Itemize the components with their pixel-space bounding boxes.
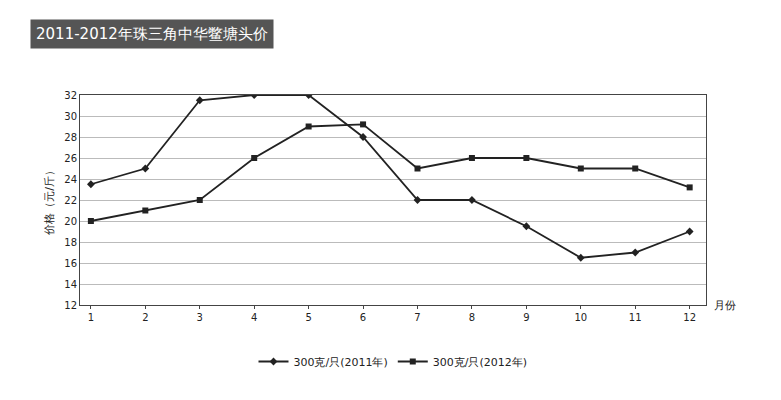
svg-text:26: 26 — [64, 153, 77, 164]
svg-text:12: 12 — [683, 312, 696, 323]
svg-text:16: 16 — [64, 258, 77, 269]
svg-text:11: 11 — [629, 312, 642, 323]
svg-text:8: 8 — [469, 312, 475, 323]
svg-text:18: 18 — [64, 237, 77, 248]
svg-text:6: 6 — [360, 312, 366, 323]
svg-text:5: 5 — [305, 312, 311, 323]
svg-text:32: 32 — [64, 90, 77, 101]
svg-text:300克/只(2012年): 300克/只(2012年) — [433, 356, 527, 369]
svg-text:月份: 月份 — [714, 299, 736, 312]
svg-text:300克/只(2011年): 300克/只(2011年) — [294, 356, 388, 369]
svg-text:10: 10 — [574, 312, 587, 323]
svg-text:2: 2 — [142, 312, 148, 323]
svg-text:7: 7 — [414, 312, 420, 323]
svg-text:30: 30 — [64, 111, 77, 122]
svg-text:22: 22 — [64, 195, 77, 206]
svg-text:12: 12 — [64, 300, 77, 311]
svg-text:24: 24 — [64, 174, 77, 185]
svg-text:3: 3 — [197, 312, 203, 323]
svg-text:28: 28 — [64, 132, 77, 143]
svg-text:1: 1 — [88, 312, 94, 323]
svg-text:4: 4 — [251, 312, 257, 323]
svg-text:14: 14 — [64, 279, 77, 290]
svg-text:2011-2012年珠三角中华鳖塘头价: 2011-2012年珠三角中华鳖塘头价 — [36, 25, 268, 43]
svg-text:20: 20 — [64, 216, 77, 227]
svg-text:9: 9 — [523, 312, 529, 323]
svg-text:价格（元/斤）: 价格（元/斤） — [43, 165, 56, 236]
